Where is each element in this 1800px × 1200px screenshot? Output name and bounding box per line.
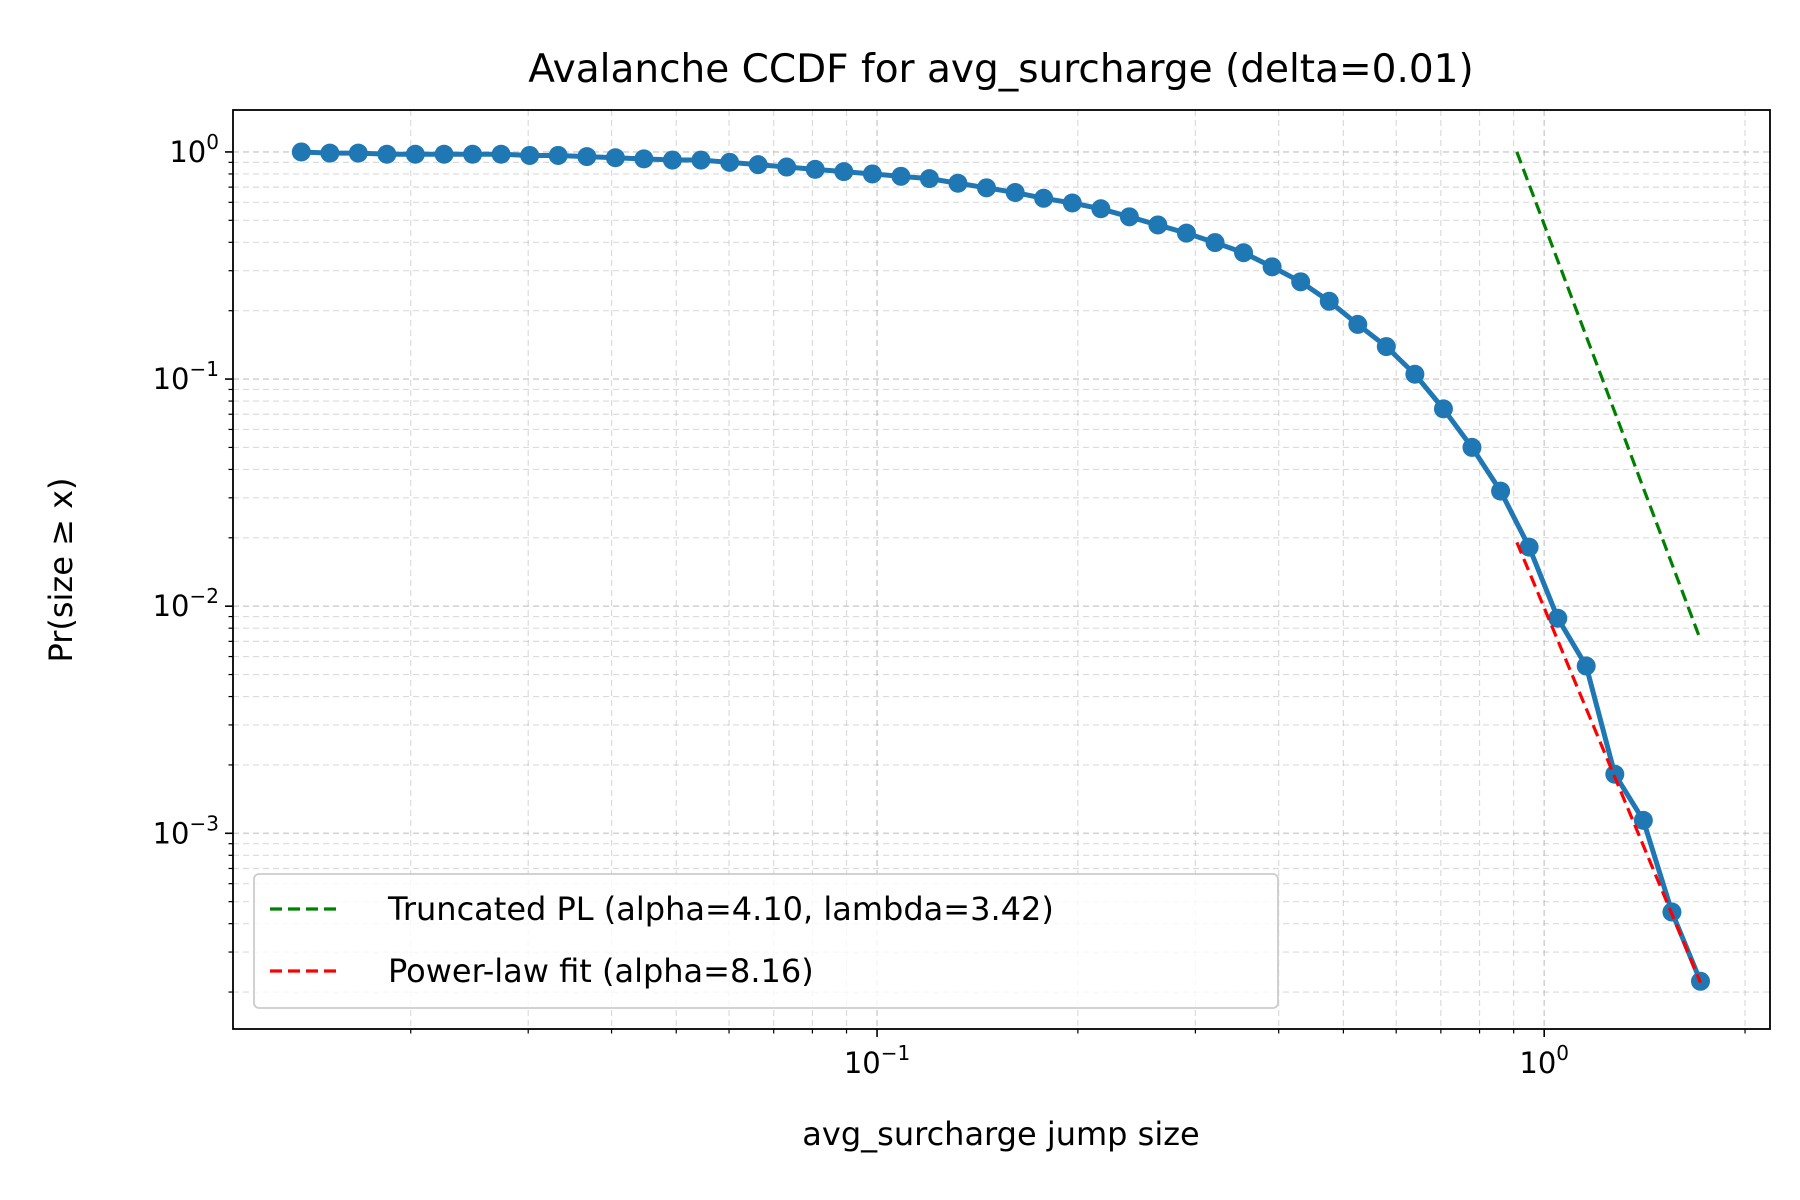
y-tick-label: 100 [169,130,219,169]
data-point [1633,810,1653,830]
legend-label: Truncated PL (alpha=4.10, lambda=3.42) [387,890,1054,928]
data-point [348,143,368,163]
tick-exponent: −1 [881,1041,910,1065]
y-tick-label: 10−1 [153,357,219,396]
y-tick-label: 10−3 [153,811,219,850]
data-point [1234,243,1254,263]
data-point [1291,272,1311,292]
data-point [405,144,425,164]
data-point [748,155,768,175]
data-point [491,144,511,164]
data-point [1062,193,1082,213]
tick-exponent: −2 [190,584,219,608]
tick-exponent: 0 [206,130,219,154]
data-point [577,147,597,167]
tick-exponent: −3 [190,811,219,835]
plot-frame [232,109,1771,1030]
data-point [777,157,797,177]
x-tick-label: 10−1 [844,1041,910,1080]
data-point [1491,481,1511,501]
legend-label: Power-law fit (alpha=8.16) [388,952,814,990]
data-point [662,150,682,170]
data-point [919,169,939,189]
chart-title: Avalanche CCDF for avg_surcharge (delta=… [528,47,1473,92]
data-point [1148,215,1168,235]
x-axis-label: avg_surcharge jump size [802,1115,1199,1153]
data-point [520,145,540,165]
data-point [377,144,397,164]
data-point [1348,314,1368,334]
data-point [1176,223,1196,243]
data-point [1091,199,1111,219]
data-point [1405,364,1425,384]
legend-frame [253,873,1279,1009]
data-point [291,142,311,162]
tick-base: 10 [169,135,206,169]
data-point [862,164,882,184]
data-point [834,162,854,182]
series-line [1515,151,1702,641]
data-point [1205,233,1225,253]
data-point [976,178,996,198]
y-tick-label: 10−2 [153,584,219,623]
data-point [891,166,911,186]
data-point [948,173,968,193]
data-point [1548,608,1568,628]
data-point [463,144,483,164]
tick-base: 10 [153,816,190,850]
data-point [1462,437,1482,457]
data-point [1119,207,1139,227]
tick-exponent: −1 [190,357,219,381]
data-point [1433,399,1453,419]
data-point [1576,656,1596,676]
data-point [434,144,454,164]
series-line [1515,541,1702,984]
data-point [634,149,654,169]
y-axis-label: Pr(size ≥ x) [42,478,80,663]
data-point [1034,188,1054,208]
tick-base: 10 [844,1046,881,1080]
data-point [805,159,825,179]
data-point [1519,537,1539,557]
tick-exponent: 0 [1556,1041,1569,1065]
tick-base: 10 [153,362,190,396]
tick-base: 10 [153,589,190,623]
data-point [548,145,568,165]
data-point [691,150,711,170]
tick-base: 10 [1519,1046,1556,1080]
data-point [1319,291,1339,311]
data-point [605,148,625,168]
x-tick-label: 100 [1519,1041,1569,1080]
data-point [1262,257,1282,277]
data-point [1376,337,1396,357]
data-point [1005,182,1025,202]
data-point [720,152,740,172]
data-point [320,143,340,163]
